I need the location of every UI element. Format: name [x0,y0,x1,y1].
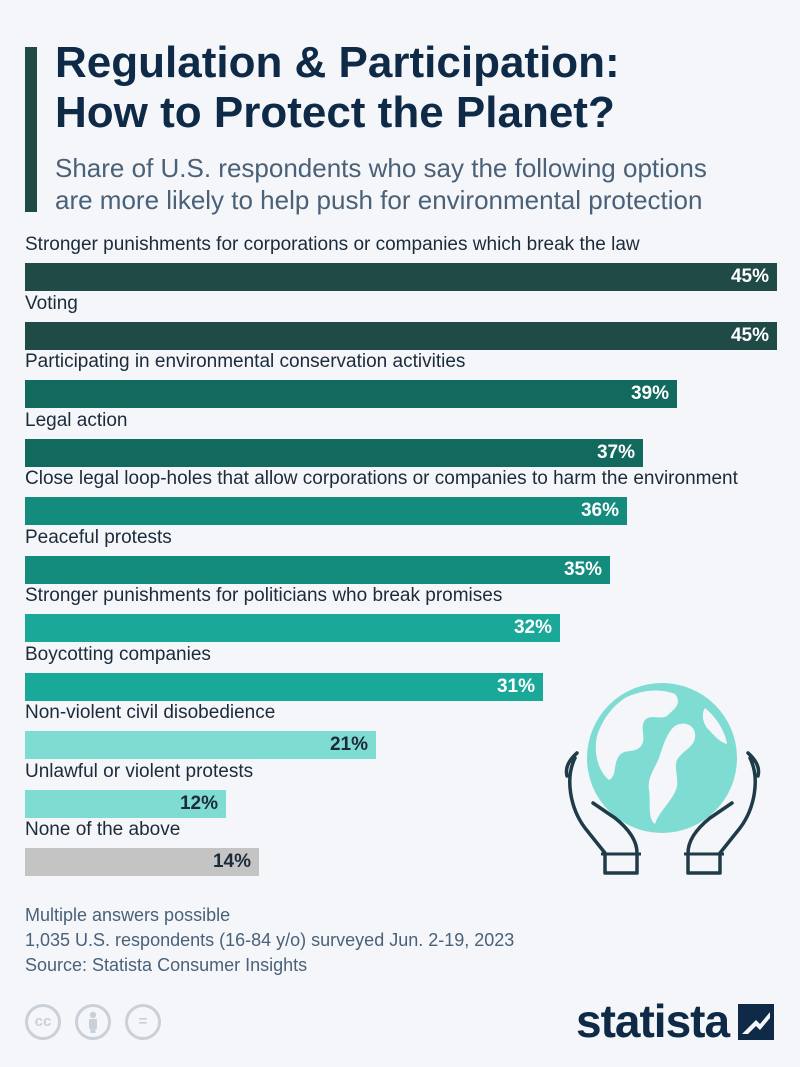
note-respondents: 1,035 U.S. respondents (16-84 y/o) surve… [25,930,515,950]
bar [25,321,777,350]
bar-value-label: 14% [212,851,251,872]
bar-label: Close legal loop-holes that allow corpor… [25,468,738,489]
bar [25,672,543,701]
subtitle-line-1: Share of U.S. respondents who say the fo… [55,153,707,183]
bar-label: Stronger punishments for corporations or… [25,234,640,255]
note-source: Source: Statista Consumer Insights [25,955,308,975]
bar-label: Participating in environmental conservat… [25,351,466,372]
bar-value-label: 45% [730,266,769,287]
statista-brand[interactable]: statista [576,995,730,1047]
creative-commons-icon[interactable]: cc [25,1004,61,1040]
bar [25,555,610,584]
bar-label: Voting [25,292,78,314]
bar [25,848,259,876]
bar-label: Stronger punishments for politicians who… [25,585,503,606]
no-derivatives-icon[interactable]: = [125,1004,161,1040]
statista-logo-icon[interactable] [738,1004,774,1040]
bar-value-label: 45% [730,324,769,346]
bar-label: None of the above [25,819,181,840]
bar-label: Unlawful or violent protests [25,760,254,782]
bar [25,731,376,759]
title-accent-bar [25,47,37,212]
bar [25,380,677,408]
title-line-1: Regulation & Participation: [55,38,620,87]
attribution-icon[interactable] [75,1004,111,1040]
bar-label: Boycotting companies [25,643,211,665]
chart-notes: Multiple answers possible 1,035 U.S. res… [25,903,514,978]
bar-chart: Stronger punishments for corporations or… [25,234,777,876]
bar [25,789,226,818]
chart-subtitle: Share of U.S. respondents who say the fo… [55,152,775,216]
bar-value-label: 37% [596,441,635,463]
note-multiple-answers: Multiple answers possible [25,905,231,925]
bar-label: Peaceful protests [25,526,172,548]
license-icons: cc = [25,1004,161,1040]
bar-value-label: 35% [563,558,602,580]
bar-label: Legal action [25,409,128,431]
bar-value-label: 12% [179,792,218,814]
globe-in-hands-icon [564,683,761,875]
bar-value-label: 32% [513,617,552,638]
bar [25,497,627,525]
bar-label: Non-violent civil disobedience [25,702,276,723]
bar-value-label: 39% [630,383,669,404]
subtitle-line-2: are more likely to help push for environ… [55,185,703,215]
bar [25,614,560,642]
bar [25,263,777,291]
chart-title: Regulation & Participation: How to Prote… [55,38,775,138]
bar-value-label: 36% [580,500,619,521]
bar-value-label: 31% [496,675,535,697]
bar [25,438,643,467]
bar-value-label: 21% [329,734,368,755]
title-line-2: How to Protect the Planet? [55,88,615,137]
